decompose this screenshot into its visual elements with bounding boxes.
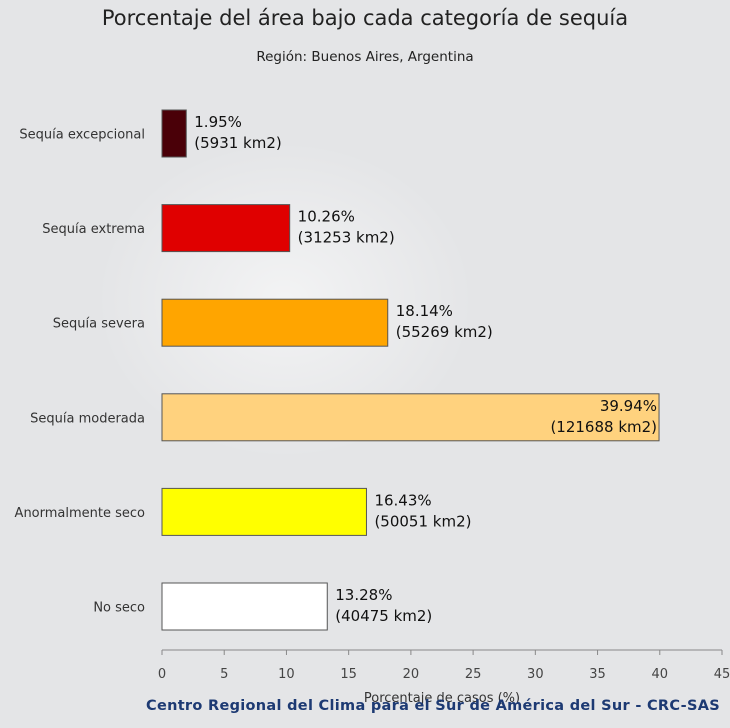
- x-axis-label: Porcentaje de casos (%): [363, 691, 521, 706]
- data-label-area-5: (40475 km2): [335, 607, 432, 625]
- data-label-area-1: (31253 km2): [298, 229, 395, 247]
- footer-credit: Centro Regional del Clima para el Sur de…: [146, 698, 720, 714]
- category-label-0: Sequía excepcional: [19, 128, 145, 143]
- bar-4: [161, 487, 367, 536]
- category-label-3: Sequía moderada: [30, 411, 145, 426]
- x-tick-label-8: 40: [652, 667, 669, 682]
- data-label-pct-3: 39.94%: [600, 397, 657, 415]
- chart-title: Porcentaje del área bajo cada categoría …: [101, 6, 629, 30]
- category-label-2: Sequía severa: [53, 317, 145, 332]
- data-label-area-2: (55269 km2): [396, 323, 493, 341]
- category-label-5: No seco: [93, 601, 145, 616]
- data-label-pct-5: 13.28%: [335, 586, 392, 604]
- data-label-pct-2: 18.14%: [396, 302, 453, 320]
- bar-1: [161, 204, 291, 253]
- data-label-pct-1: 10.26%: [298, 208, 355, 226]
- data-label-area-0: (5931 km2): [194, 134, 282, 152]
- data-label-area-4: (50051 km2): [374, 512, 471, 530]
- category-label-1: Sequía extrema: [42, 222, 145, 237]
- x-tick-label-1: 5: [220, 667, 228, 682]
- x-tick-label-2: 10: [278, 667, 295, 682]
- bar-3: [161, 393, 660, 442]
- x-tick-label-5: 25: [465, 667, 482, 682]
- chart-subtitle: Región: Buenos Aires, Argentina: [256, 49, 474, 65]
- data-label-pct-4: 16.43%: [374, 491, 431, 509]
- x-tick-label-7: 35: [589, 667, 606, 682]
- data-label-pct-0: 1.95%: [194, 113, 242, 131]
- bar-2: [161, 298, 389, 347]
- x-tick-label-3: 15: [340, 667, 357, 682]
- x-tick-label-0: 0: [158, 667, 166, 682]
- category-label-4: Anormalmente seco: [15, 506, 145, 521]
- bar-5: [161, 582, 328, 631]
- x-tick-label-9: 45: [714, 667, 730, 682]
- x-tick-label-4: 20: [403, 667, 420, 682]
- data-label-area-3: (121688 km2): [550, 418, 657, 436]
- x-tick-label-6: 30: [527, 667, 544, 682]
- bar-0: [161, 109, 187, 158]
